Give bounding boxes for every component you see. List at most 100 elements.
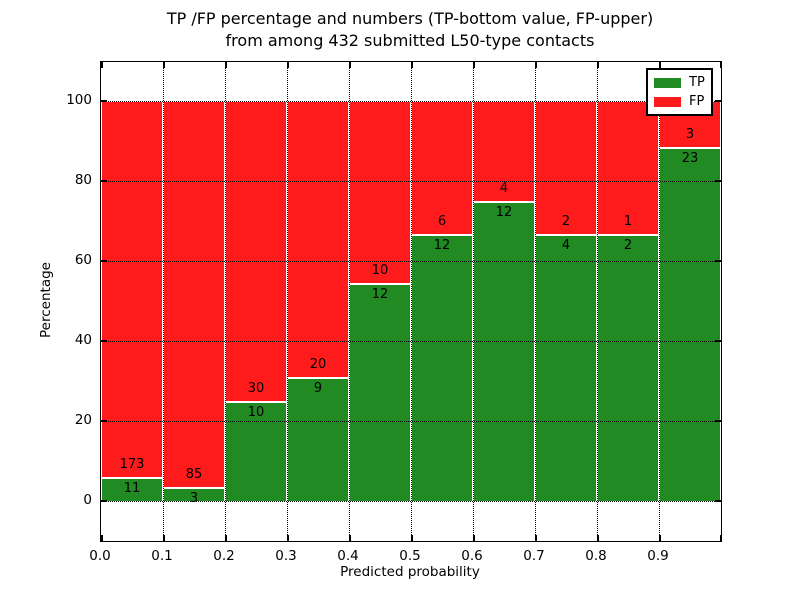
y-tickmark-left — [101, 340, 107, 342]
bar-label-fp: 20 — [309, 356, 327, 372]
bar-segment-fp — [225, 101, 287, 401]
gridline-vertical — [348, 62, 350, 541]
y-tick-label: 0 — [83, 492, 92, 508]
y-tickmark-left — [101, 100, 107, 102]
bar-label-fp: 6 — [437, 214, 447, 230]
y-tickmark-right — [715, 340, 721, 342]
x-tickmark-bottom — [411, 535, 413, 541]
bar-segment-fp — [411, 101, 473, 235]
x-tick-label: 0.3 — [275, 548, 297, 564]
bar-segment-tp — [535, 234, 597, 501]
x-tick-label: 0.5 — [399, 548, 421, 564]
x-tick-label: 0.7 — [523, 548, 545, 564]
legend-label-fp: FP — [689, 93, 705, 109]
x-tick-label: 0.8 — [585, 548, 607, 564]
x-tickmark-bottom — [597, 535, 599, 541]
x-tickmark-top — [411, 62, 413, 68]
gridline-vertical — [224, 62, 226, 541]
gridline-horizontal — [101, 100, 721, 102]
legend-label-tp: TP — [689, 74, 705, 90]
gridline-vertical — [596, 62, 598, 541]
x-tickmark-bottom — [659, 535, 661, 541]
chart-title: TP /FP percentage and numbers (TP-bottom… — [167, 8, 653, 52]
x-tickmark-bottom — [287, 535, 289, 541]
y-tick-label: 40 — [74, 332, 92, 348]
bar-segment-fp — [473, 101, 535, 201]
x-tickmark-bottom — [163, 535, 165, 541]
x-tick-label: 0.9 — [647, 548, 669, 564]
bar-segment-fp — [535, 101, 597, 235]
y-axis-label: Percentage — [38, 262, 54, 338]
bar-segment-tp — [349, 282, 411, 501]
bar-segment-fp — [597, 101, 659, 235]
y-tick-label: 60 — [74, 252, 92, 268]
gridline-horizontal — [101, 180, 721, 182]
x-tickmark-top — [287, 62, 289, 68]
x-tickmark-top — [349, 62, 351, 68]
gridline-vertical — [534, 62, 536, 541]
legend-swatch-tp — [654, 77, 681, 88]
x-tickmark-bottom — [225, 535, 227, 541]
x-tickmark-bottom — [473, 535, 475, 541]
bar-segment-tp — [597, 234, 659, 501]
gridline-horizontal — [101, 260, 721, 262]
x-tickmark-bottom — [349, 535, 351, 541]
x-tickmark-top — [163, 62, 165, 68]
x-axis-label: Predicted probability — [340, 564, 480, 580]
bar-label-tp: 23 — [681, 151, 699, 167]
x-tick-label: 0.4 — [337, 548, 359, 564]
x-tick-label: 0.2 — [213, 548, 235, 564]
bar-segment-tp — [473, 201, 535, 501]
gridline-vertical — [472, 62, 474, 541]
x-tickmark-top — [659, 62, 661, 68]
y-tickmark-right — [715, 100, 721, 102]
gridline-vertical — [286, 62, 288, 541]
y-tick-label: 80 — [74, 172, 92, 188]
legend: TP FP — [646, 68, 713, 116]
chart-title-line2: from among 432 submitted L50-type contac… — [225, 31, 595, 50]
y-tickmark-left — [101, 180, 107, 182]
bar-segment-tp — [659, 147, 721, 501]
bar-label-tp: 12 — [371, 286, 389, 302]
bar-label-tp: 3 — [189, 491, 199, 507]
bar-label-fp: 2 — [561, 214, 571, 230]
y-tickmark-right — [715, 420, 721, 422]
gridline-horizontal — [101, 340, 721, 342]
x-tickmark-top — [535, 62, 537, 68]
bar-label-tp: 4 — [561, 238, 571, 254]
y-tickmark-left — [101, 420, 107, 422]
bar-label-tp: 10 — [247, 405, 265, 420]
legend-row: TP — [654, 74, 711, 90]
x-tick-label: 0.6 — [461, 548, 483, 564]
bar-label-fp: 85 — [185, 467, 203, 483]
gridline-vertical — [410, 62, 412, 541]
bar-label-fp: 30 — [247, 381, 265, 396]
x-tickmark-top — [719, 62, 721, 68]
legend-row: FP — [654, 93, 711, 109]
bar-label-fp: 10 — [371, 262, 389, 278]
x-tickmark-top — [101, 62, 103, 68]
x-tickmark-top — [597, 62, 599, 68]
y-tickmark-right — [715, 260, 721, 262]
y-tickmark-right — [715, 180, 721, 182]
bar-segment-tp — [225, 401, 287, 501]
gridline-horizontal — [101, 420, 721, 422]
bar-label-tp: 9 — [313, 380, 323, 396]
bar-label-tp: 12 — [433, 238, 451, 254]
legend-swatch-fp — [654, 96, 681, 107]
plot-area: 173 11 85 3 30 10 20 9 10 12 6 12 4 12 2 4 1 2 3 23 TP FP — [100, 61, 722, 542]
y-tickmark-left — [101, 260, 107, 262]
x-tick-label: 0.0 — [89, 548, 111, 564]
bar-label-fp: 3 — [685, 127, 695, 143]
bar-label-tp: 12 — [495, 205, 513, 220]
gridline-vertical — [658, 62, 660, 541]
bar-segment-fp — [349, 101, 411, 283]
y-tick-label: 100 — [66, 92, 92, 108]
chart-title-line1: TP /FP percentage and numbers (TP-bottom… — [166, 9, 654, 28]
y-tickmark-right — [715, 500, 721, 502]
y-tick-label: 20 — [74, 412, 92, 428]
bar-segment-fp — [163, 101, 225, 488]
x-tickmark-bottom — [719, 535, 721, 541]
x-tickmark-bottom — [101, 535, 103, 541]
